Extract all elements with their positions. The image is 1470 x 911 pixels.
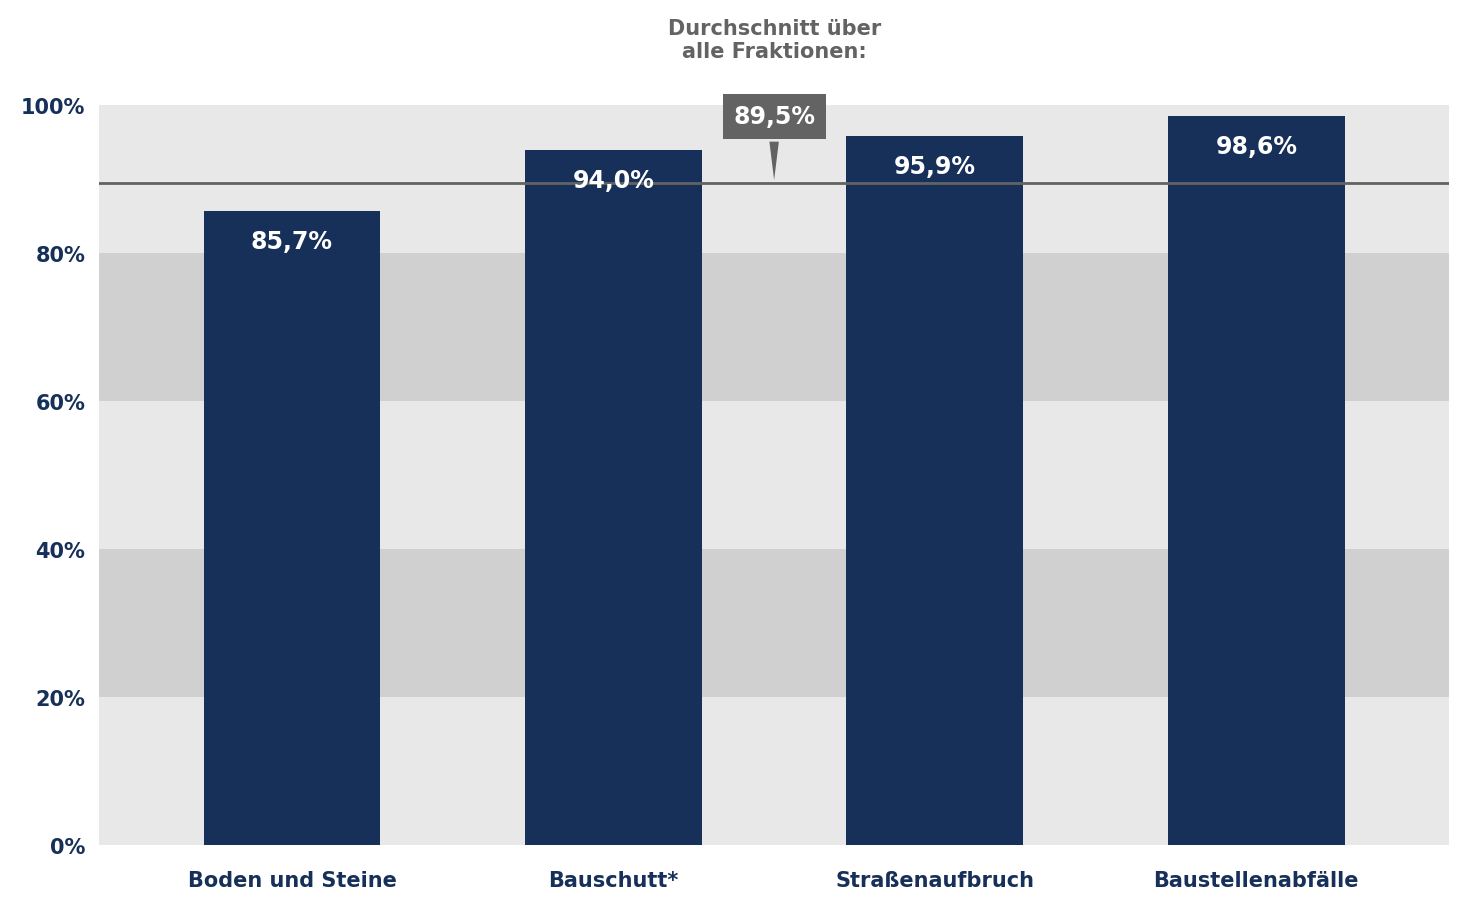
Text: 85,7%: 85,7% [251, 230, 334, 254]
Text: 98,6%: 98,6% [1216, 135, 1298, 159]
Bar [98, 698, 1449, 845]
Text: 89,5%: 89,5% [734, 105, 816, 181]
Bar [203, 211, 381, 845]
Text: 95,9%: 95,9% [894, 155, 976, 179]
Text: 94,0%: 94,0% [572, 169, 654, 193]
Bar [98, 549, 1449, 698]
Bar [98, 254, 1449, 402]
Bar [98, 402, 1449, 549]
Bar [1167, 117, 1345, 845]
Bar [847, 137, 1023, 845]
Bar [98, 106, 1449, 254]
Bar [525, 150, 701, 845]
Text: Durchschnitt über
alle Fraktionen:: Durchschnitt über alle Fraktionen: [667, 18, 881, 62]
